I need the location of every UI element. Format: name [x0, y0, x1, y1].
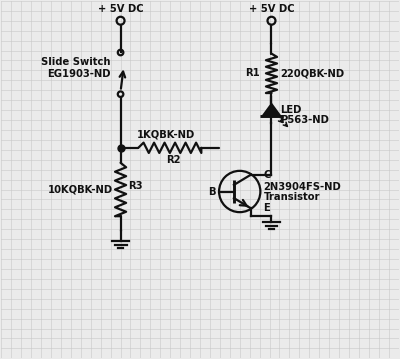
Text: 220QBK-ND: 220QBK-ND	[280, 68, 344, 78]
Text: 10KQBK-ND: 10KQBK-ND	[48, 185, 113, 195]
Text: + 5V DC: + 5V DC	[249, 4, 294, 14]
Text: R1: R1	[246, 68, 260, 78]
Text: 2N3904FS-ND: 2N3904FS-ND	[264, 182, 341, 192]
Text: LED: LED	[280, 105, 302, 115]
Text: EG1903-ND: EG1903-ND	[47, 69, 111, 79]
Text: Transistor: Transistor	[264, 192, 320, 202]
Text: R2: R2	[166, 155, 181, 165]
Text: C: C	[264, 169, 271, 180]
Text: P563-ND: P563-ND	[280, 115, 329, 125]
Text: E: E	[264, 204, 270, 214]
Text: B: B	[208, 186, 216, 196]
Polygon shape	[263, 104, 280, 116]
Text: Slide Switch: Slide Switch	[41, 57, 111, 67]
Text: 1KQBK-ND: 1KQBK-ND	[137, 129, 195, 139]
Text: + 5V DC: + 5V DC	[98, 4, 143, 14]
Text: R3: R3	[128, 181, 142, 191]
